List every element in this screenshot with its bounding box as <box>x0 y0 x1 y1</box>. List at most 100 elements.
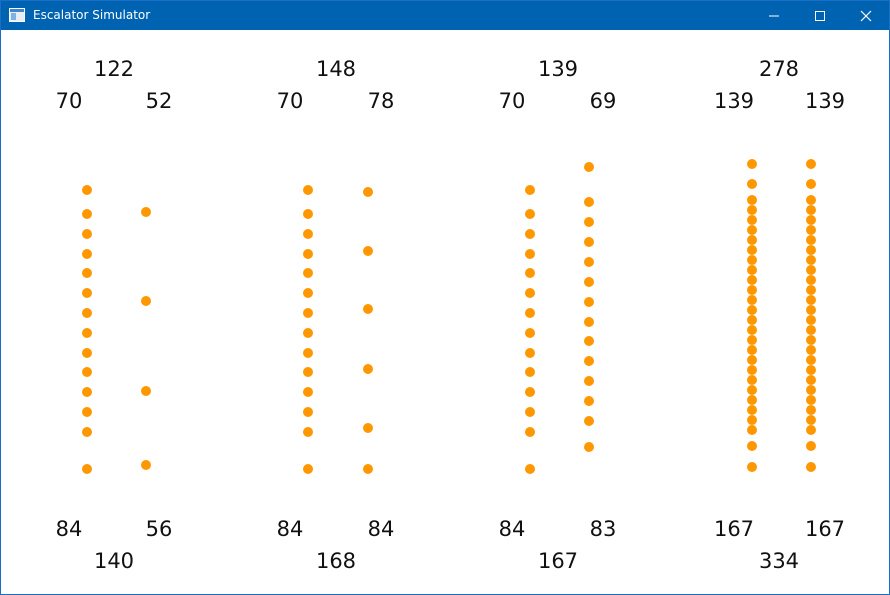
person-dot <box>584 416 594 426</box>
person-dot <box>806 425 816 435</box>
bottom-left-count: 84 <box>55 517 83 541</box>
person-dot <box>747 462 757 472</box>
person-dot <box>806 375 816 385</box>
top-total-count: 139 <box>537 57 579 81</box>
close-button[interactable] <box>843 1 889 30</box>
minimize-icon <box>769 15 779 16</box>
minimize-button[interactable] <box>751 1 797 30</box>
bottom-right-count: 83 <box>589 517 617 541</box>
close-icon <box>860 10 872 21</box>
bottom-total-count: 168 <box>315 549 357 573</box>
person-dot <box>525 367 535 377</box>
person-dot <box>747 325 757 335</box>
person-dot <box>806 335 816 345</box>
person-dot <box>363 246 373 256</box>
bottom-total-count: 334 <box>758 549 800 573</box>
person-dot <box>584 277 594 287</box>
person-dot <box>303 328 313 338</box>
person-dot <box>747 275 757 285</box>
person-dot <box>806 295 816 305</box>
person-dot <box>525 185 535 195</box>
person-dot <box>82 367 92 377</box>
top-total-count: 122 <box>93 57 135 81</box>
person-dot <box>806 441 816 451</box>
person-dot <box>806 365 816 375</box>
person-dot <box>82 407 92 417</box>
person-dot <box>303 387 313 397</box>
person-dot <box>363 364 373 374</box>
person-dot <box>584 317 594 327</box>
person-dot <box>82 464 92 474</box>
person-dot <box>584 217 594 227</box>
person-dot <box>747 345 757 355</box>
bottom-right-count: 167 <box>804 517 846 541</box>
person-dot <box>525 308 535 318</box>
person-dot <box>303 185 313 195</box>
person-dot <box>806 255 816 265</box>
bottom-total-count: 167 <box>537 549 579 573</box>
maximize-button[interactable] <box>797 1 843 30</box>
person-dot <box>747 441 757 451</box>
person-dot <box>141 296 151 306</box>
person-dot <box>303 427 313 437</box>
person-dot <box>303 249 313 259</box>
person-dot <box>806 225 816 235</box>
person-dot <box>584 257 594 267</box>
person-dot <box>82 249 92 259</box>
person-dot <box>747 415 757 425</box>
top-total-count: 148 <box>315 57 357 81</box>
person-dot <box>806 285 816 295</box>
top-left-count: 70 <box>55 89 83 113</box>
person-dot <box>747 265 757 275</box>
person-dot <box>303 268 313 278</box>
person-dot <box>747 305 757 315</box>
person-dot <box>584 336 594 346</box>
person-dot <box>806 462 816 472</box>
person-dot <box>303 464 313 474</box>
person-dot <box>303 288 313 298</box>
person-dot <box>525 407 535 417</box>
person-dot <box>584 376 594 386</box>
person-dot <box>141 207 151 217</box>
person-dot <box>747 355 757 365</box>
maximize-icon <box>815 10 825 21</box>
person-dot <box>747 365 757 375</box>
person-dot <box>363 187 373 197</box>
person-dot <box>806 325 816 335</box>
person-dot <box>525 209 535 219</box>
person-dot <box>363 304 373 314</box>
person-dot <box>747 425 757 435</box>
person-dot <box>747 179 757 189</box>
person-dot <box>141 460 151 470</box>
person-dot <box>747 225 757 235</box>
person-dot <box>82 308 92 318</box>
person-dot <box>806 235 816 245</box>
person-dot <box>303 367 313 377</box>
person-dot <box>82 268 92 278</box>
person-dot <box>806 355 816 365</box>
person-dot <box>525 268 535 278</box>
person-dot <box>584 356 594 366</box>
top-total-count: 278 <box>758 57 800 81</box>
person-dot <box>303 308 313 318</box>
person-dot <box>747 215 757 225</box>
person-dot <box>584 197 594 207</box>
person-dot <box>806 415 816 425</box>
person-dot <box>525 427 535 437</box>
person-dot <box>584 162 594 172</box>
person-dot <box>303 209 313 219</box>
bottom-left-count: 84 <box>498 517 526 541</box>
person-dot <box>747 255 757 265</box>
title-bar[interactable]: Escalator Simulator <box>1 1 889 30</box>
person-dot <box>806 315 816 325</box>
person-dot <box>747 385 757 395</box>
person-dot <box>584 396 594 406</box>
person-dot <box>303 229 313 239</box>
person-dot <box>806 179 816 189</box>
person-dot <box>747 195 757 205</box>
person-dot <box>584 442 594 452</box>
person-dot <box>82 209 92 219</box>
person-dot <box>82 387 92 397</box>
person-dot <box>806 405 816 415</box>
window-title: Escalator Simulator <box>33 8 151 22</box>
